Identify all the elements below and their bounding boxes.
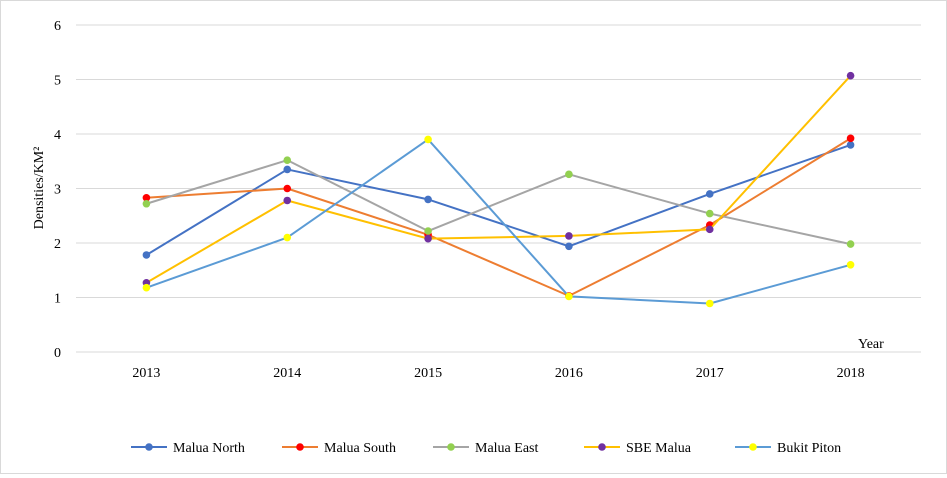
x-axis-ticks: 2013 2014 2015 2016 2017 2018 [132,366,864,381]
data-point [846,71,855,80]
data-point [705,209,714,218]
data-point [424,227,432,235]
legend-label: Malua East [475,441,538,456]
series-line [146,159,851,246]
data-point [283,233,292,242]
data-point [142,283,151,292]
y-tick-label: 5 [54,74,61,89]
data-point [424,234,432,243]
data-point [283,156,292,164]
x-axis-title: Year [858,337,884,352]
data-point [565,242,573,251]
data-point [846,141,855,149]
series-sbe-malua [142,71,855,287]
legend-item: Malua North [131,441,245,456]
legend-marker-swatch [296,443,304,451]
x-tick-label: 2014 [273,366,301,381]
y-tick-label: 2 [54,237,61,252]
series-lines [142,71,855,308]
data-point [705,225,714,234]
series-line [145,143,851,256]
y-axis-ticks: 0 1 2 3 4 5 6 [54,19,61,361]
series-line [145,75,852,284]
data-point [142,193,151,202]
series-line [146,138,851,305]
legend-label: Malua North [173,441,245,456]
data-point [705,299,714,308]
x-tick-label: 2013 [132,366,160,381]
data-point [705,190,714,198]
y-tick-label: 1 [54,292,61,307]
x-tick-label: 2015 [414,366,442,381]
legend-item: Malua South [282,441,396,456]
legend-label: SBE Malua [626,441,692,456]
y-tick-label: 4 [54,128,61,143]
x-tick-label: 2018 [837,366,865,381]
data-point [846,240,855,248]
legend: Malua North Malua South Malua East SBE Malu… [131,441,841,456]
data-point [424,195,432,204]
series-line [146,137,852,297]
data-point [565,232,573,240]
data-point [424,135,432,144]
legend-label: Malua South [324,441,396,456]
y-tick-label: 0 [54,346,61,361]
data-point [283,184,292,193]
data-point [283,196,292,205]
y-axis-title: Densities/KM² [32,147,47,230]
x-tick-label: 2017 [696,366,724,381]
data-point [142,251,151,259]
series-bukit-piton [142,135,855,308]
legend-marker-swatch [145,443,153,451]
legend-item: Malua East [433,441,538,456]
legend-marker-swatch [749,443,757,451]
data-point [142,199,151,208]
legend-marker-swatch [598,443,606,451]
y-tick-label: 3 [54,183,61,198]
data-point [846,261,855,269]
series-malua-north [142,141,855,259]
data-point [565,170,573,179]
x-tick-label: 2016 [555,366,583,381]
series-malua-east [142,156,855,248]
gridlines [76,24,921,353]
legend-item: SBE Malua [584,441,692,456]
legend-label: Bukit Piton [777,441,841,456]
data-point [565,292,573,301]
y-tick-label: 6 [54,19,61,34]
legend-marker-swatch [447,443,455,451]
legend-item: Bukit Piton [735,441,841,456]
data-point [283,165,292,174]
data-point [846,134,855,143]
